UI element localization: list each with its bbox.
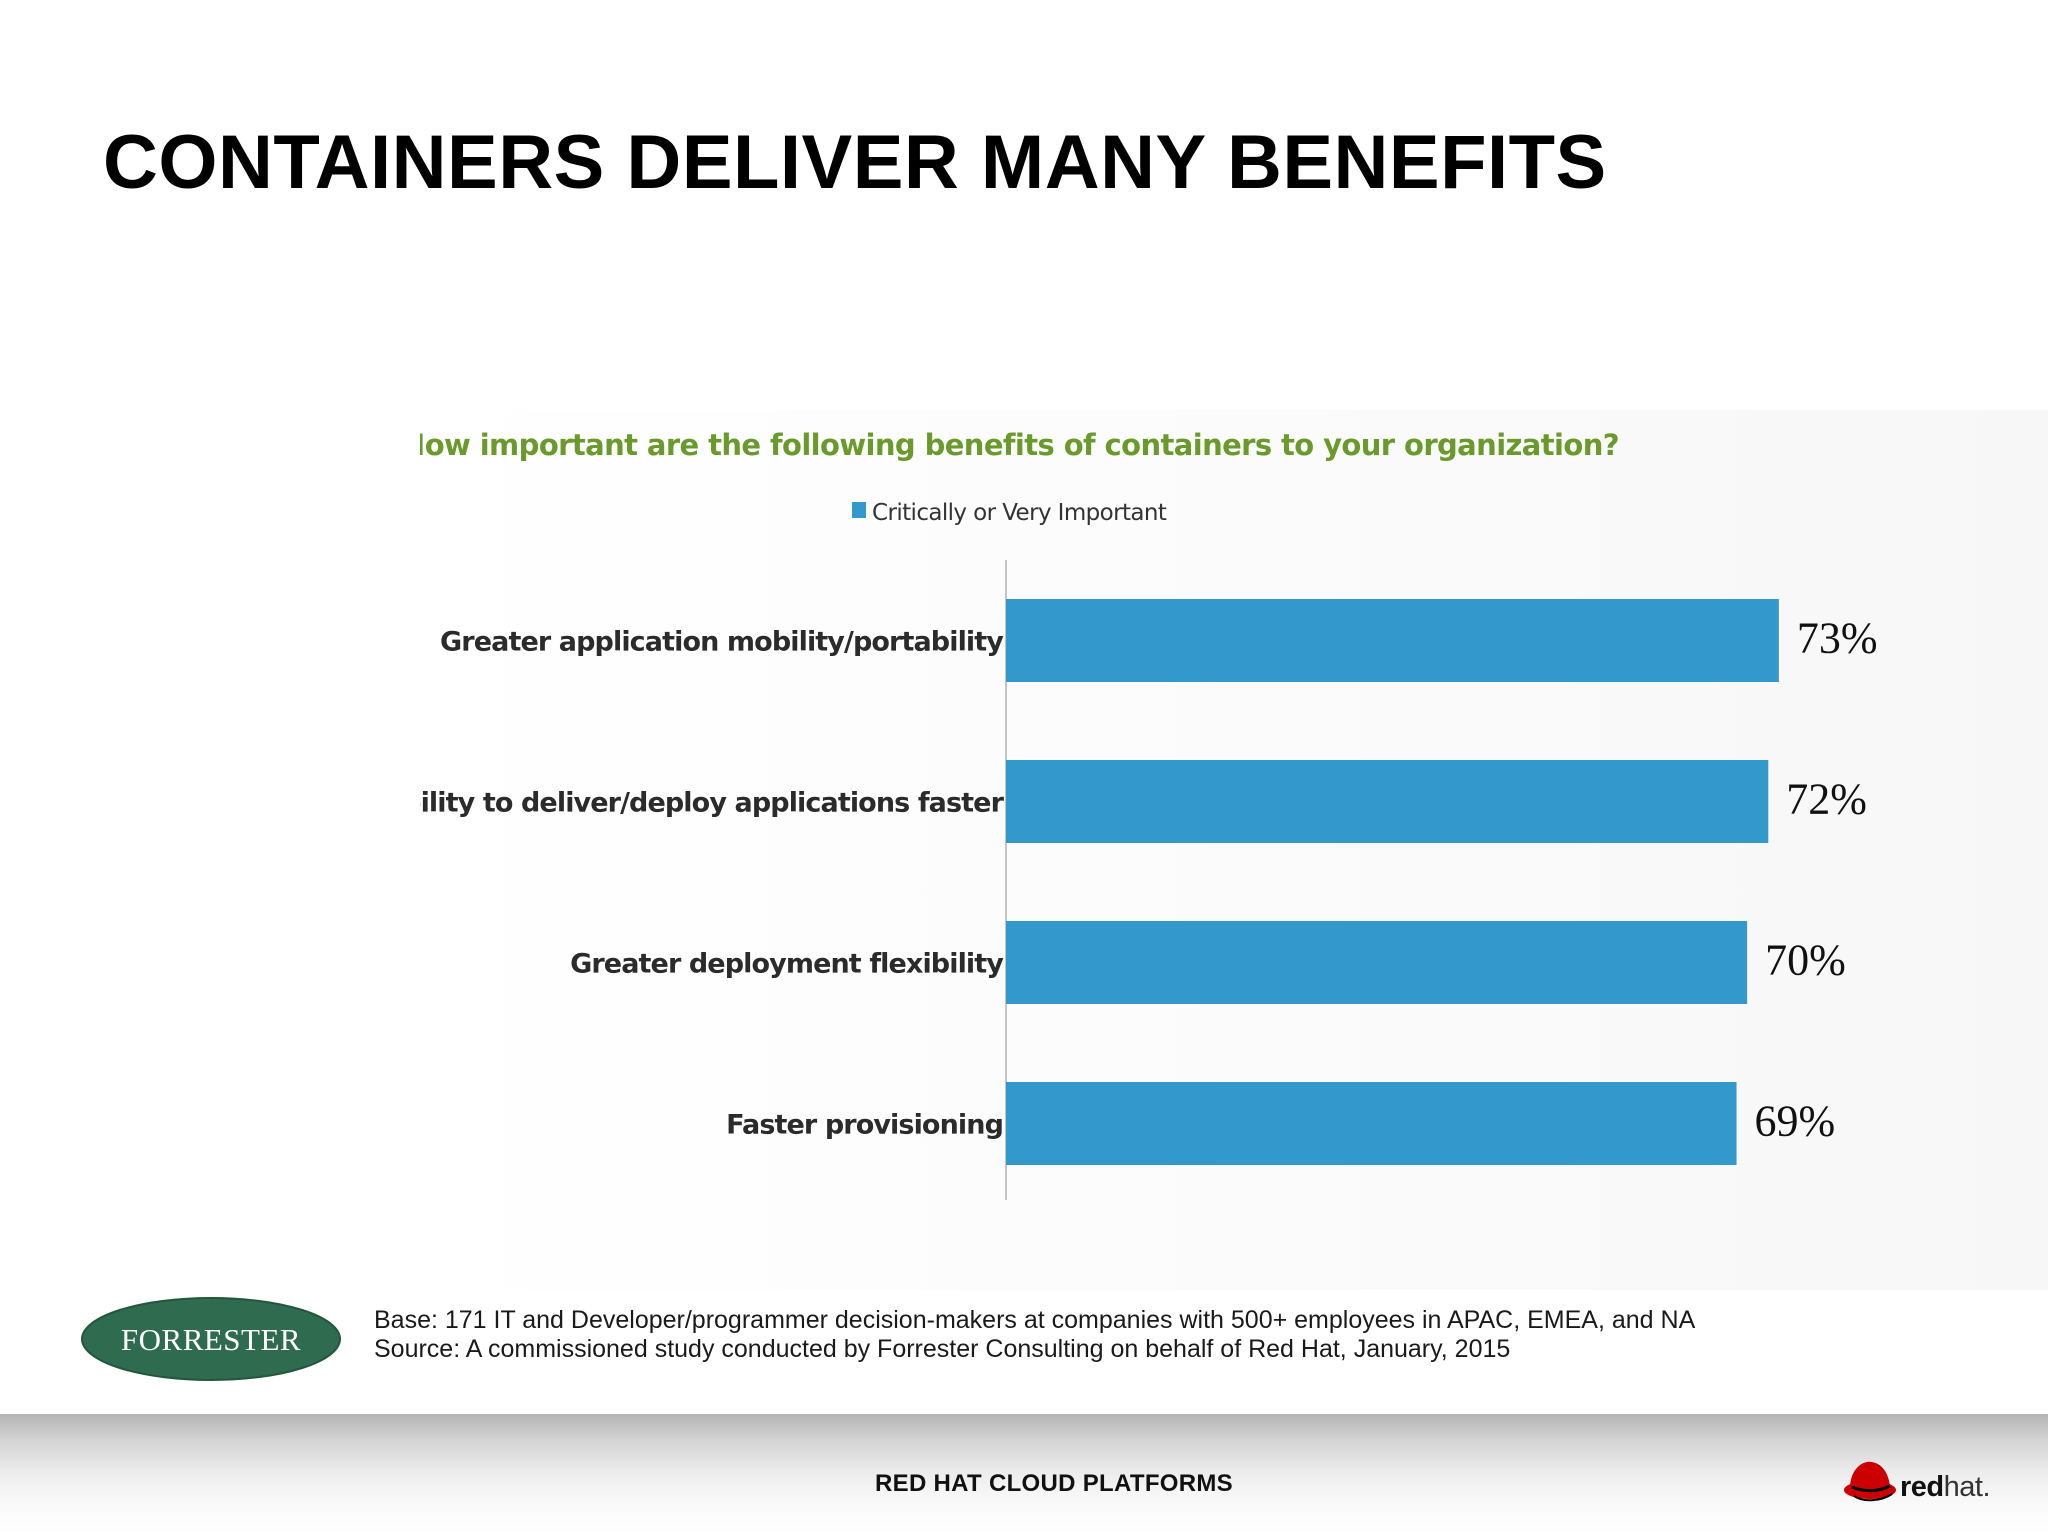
bar	[1006, 921, 1748, 1004]
source-notes: Base: 171 IT and Developer/programmer de…	[374, 1306, 1695, 1364]
category-label: Faster provisioning	[726, 1110, 1003, 1141]
data-label: 70%	[1765, 936, 1846, 985]
shadowman-hat-icon	[1844, 1461, 1896, 1502]
base-note: Base: 171 IT and Developer/programmer de…	[374, 1306, 1696, 1334]
data-label: 72%	[1786, 775, 1867, 824]
svg-text:FORRESTER: FORRESTER	[121, 1322, 301, 1357]
footer-text: RED HAT CLOUD PLATFORMS	[875, 1470, 1233, 1497]
chart-title: How important are the following benefits…	[420, 428, 1619, 462]
redhat-logo: redhat.	[1844, 1461, 1991, 1503]
bar	[1006, 599, 1779, 682]
svg-text:redhat.: redhat.	[1900, 1471, 1990, 1503]
data-label: 73%	[1797, 614, 1878, 663]
category-label: Greater application mobility/portability	[440, 627, 1004, 658]
forrester-logo: FORRESTER	[81, 1297, 341, 1381]
data-label: 69%	[1755, 1097, 1836, 1146]
category-label: Greater deployment flexibility	[570, 949, 1004, 980]
chart-panel: How important are the following benefits…	[420, 410, 2048, 1290]
category-label: Ability to deliver/deploy applications f…	[420, 788, 1005, 819]
legend-swatch	[852, 502, 866, 518]
bar	[1006, 760, 1769, 843]
source-note: Source: A commissioned study conducted b…	[374, 1335, 1511, 1363]
footer-band	[0, 1414, 2048, 1535]
bar-chart: How important are the following benefits…	[420, 428, 1878, 1200]
legend-label: Critically or Very Important	[872, 500, 1167, 526]
slide-title: CONTAINERS DELIVER MANY BENEFITS	[103, 120, 1607, 205]
bar	[1006, 1082, 1737, 1165]
